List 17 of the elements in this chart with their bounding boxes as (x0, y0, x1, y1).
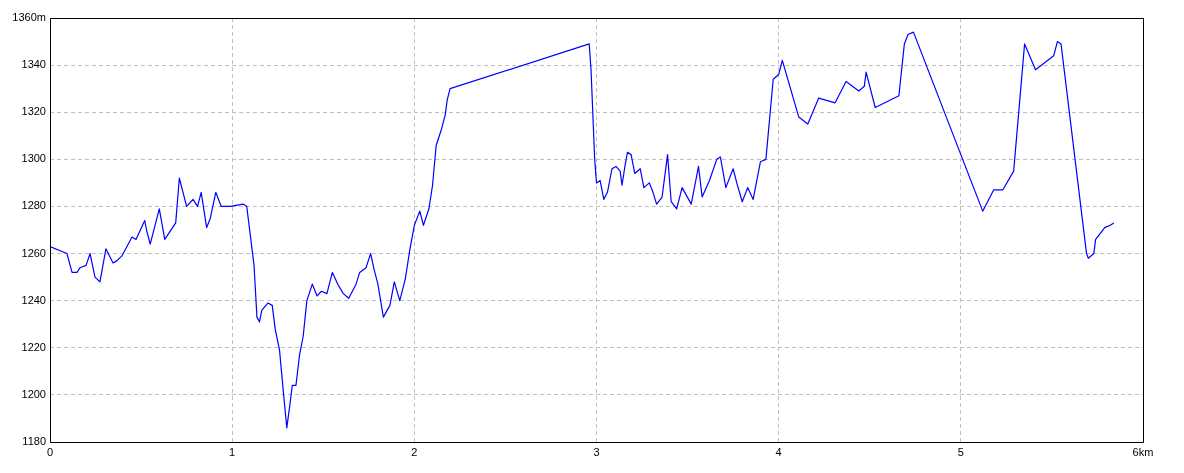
y-tick-label: 1340 (21, 58, 46, 71)
x-tick-label: 3 (593, 445, 600, 458)
y-tick-label: 1240 (21, 293, 46, 306)
x-tick-label: 2 (411, 445, 418, 458)
y-tick-label: 1280 (21, 199, 46, 212)
x-tick-label: 1 (229, 445, 236, 458)
x-tick-label: 4 (775, 445, 782, 458)
y-tick-label: 1300 (21, 152, 46, 165)
y-tick-label: 1360m (12, 11, 46, 24)
y-tick-label: 1200 (21, 387, 46, 400)
x-tick-label: 0 (46, 445, 54, 458)
x-tick-label: 6km (1132, 445, 1154, 458)
y-tick-label: 1320 (21, 105, 46, 118)
x-tick-label: 5 (957, 445, 964, 458)
y-tick-label: 1180 (22, 435, 46, 448)
y-tick-label: 1260 (21, 246, 46, 259)
y-tick-label: 1220 (21, 340, 46, 353)
